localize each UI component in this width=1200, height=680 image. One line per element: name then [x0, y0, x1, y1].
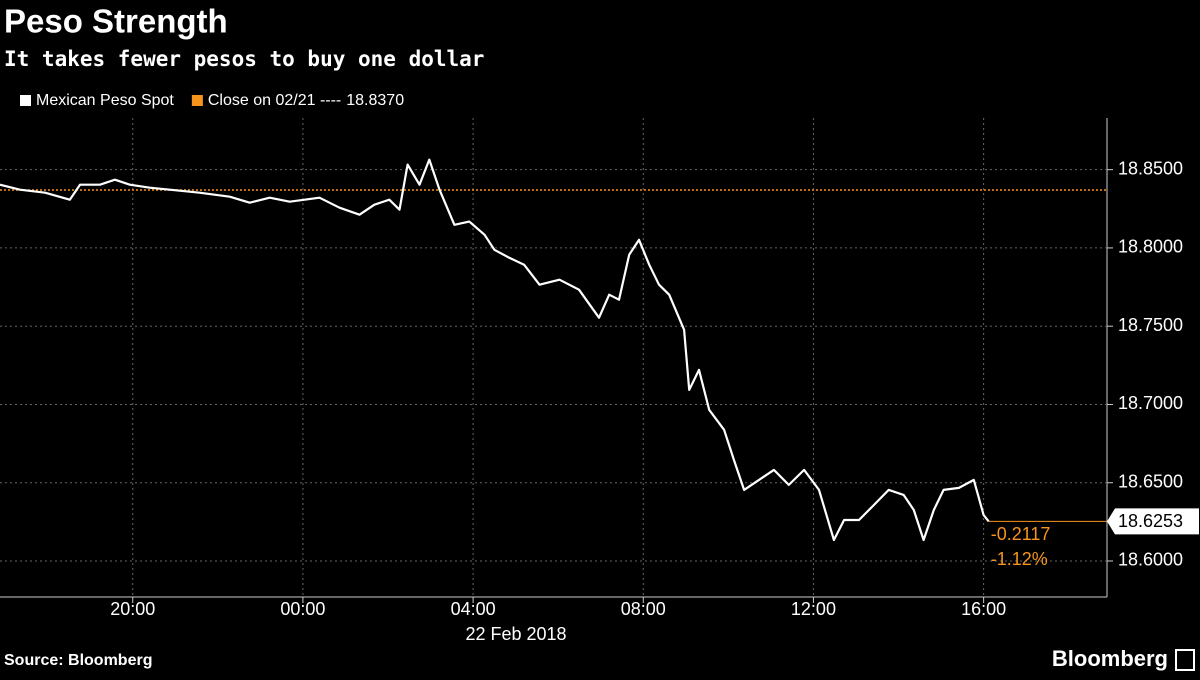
y-tick-label: 18.8000: [1118, 237, 1183, 257]
x-tick-label: 20:00: [110, 599, 155, 619]
legend-label: Mexican Peso Spot: [36, 92, 174, 109]
y-tick-label: 18.7000: [1118, 393, 1183, 413]
series-line: [0, 158, 990, 542]
y-tick-label: 18.6000: [1118, 550, 1183, 570]
chart-subtitle: It takes fewer pesos to buy one dollar: [4, 47, 484, 71]
legend-label: Close on 02/21 ----: [208, 92, 341, 109]
y-tick-label: 18.7500: [1118, 315, 1183, 335]
x-tick-label: 08:00: [621, 599, 666, 619]
change-label: -0.2117: [991, 524, 1051, 544]
legend-value: 18.8370: [346, 92, 404, 109]
x-tick-label: 12:00: [791, 599, 836, 619]
chart-title: Peso Strength: [4, 3, 228, 40]
legend-marker: [20, 95, 31, 106]
brand-icon: [1175, 649, 1195, 671]
x-axis-label: 22 Feb 2018: [465, 624, 566, 644]
legend-marker: [191, 95, 203, 106]
last-value-box: [1107, 508, 1199, 535]
x-tick-label: 00:00: [280, 599, 325, 619]
last-value-label: 18.6253: [1118, 511, 1183, 531]
x-tick-label: 16:00: [961, 599, 1006, 619]
brand: Bloomberg: [1052, 646, 1168, 671]
y-tick-label: 18.6500: [1118, 471, 1183, 491]
change-pct-label: -1.12%: [991, 549, 1048, 569]
y-tick-label: 18.8500: [1118, 158, 1183, 178]
source: Source: Bloomberg: [4, 652, 152, 669]
x-tick-label: 04:00: [451, 599, 496, 619]
